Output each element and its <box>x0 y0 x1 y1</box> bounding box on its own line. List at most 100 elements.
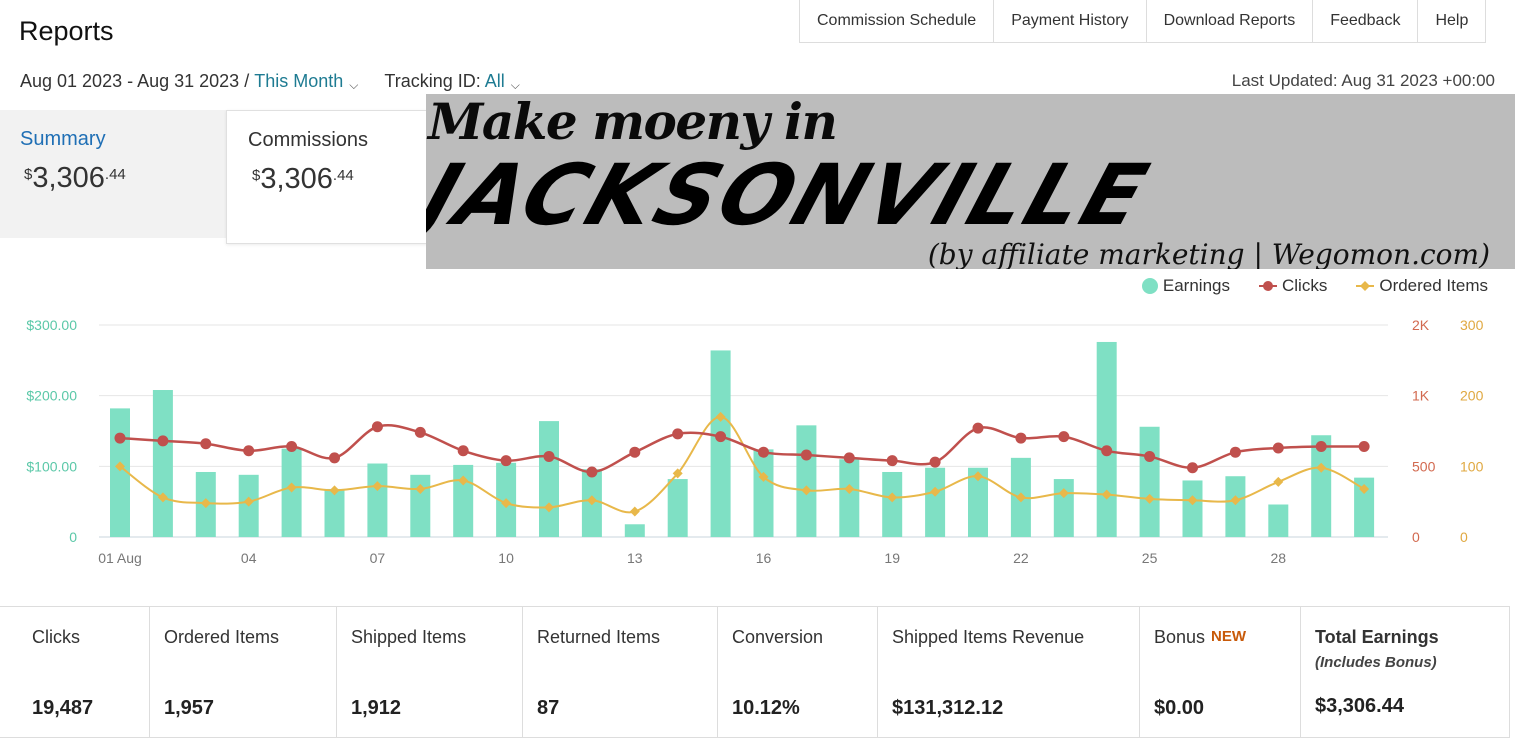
x-tick-label: 04 <box>241 550 257 566</box>
nav-help[interactable]: Help <box>1418 0 1487 42</box>
legend-ordered-items[interactable]: Ordered Items <box>1355 276 1488 296</box>
earnings-bar <box>710 350 731 537</box>
clicks-point <box>586 466 598 478</box>
ordered-items-point <box>1015 492 1026 503</box>
stat-value: $0.00 <box>1154 697 1205 719</box>
clicks-point <box>114 432 126 444</box>
stat-label: Shipped Items Revenue <box>892 627 1085 647</box>
clicks-point <box>500 455 512 467</box>
tracking-id-dropdown[interactable]: Tracking ID: All ⌵ <box>384 71 520 92</box>
ordered-items-point <box>415 483 426 494</box>
y-left-tick-label: $200.00 <box>26 388 77 404</box>
clicks-point <box>1187 462 1198 474</box>
earnings-bar <box>925 467 946 537</box>
clicks-point <box>929 456 941 468</box>
banner-line3: (by affiliate marketing | Wegomon.com) <box>927 238 1490 269</box>
tab-commissions-label: Commissions <box>248 129 369 151</box>
ordered-items-point <box>930 486 941 497</box>
y-clicks-tick-label: 1K <box>1412 388 1430 404</box>
clicks-point <box>1015 432 1027 444</box>
clicks-point <box>715 431 727 443</box>
y-left-tick-label: 0 <box>69 529 77 545</box>
ordered-items-point <box>286 482 297 493</box>
period-dropdown[interactable]: This Month ⌵ <box>254 71 358 92</box>
earnings-bar <box>1225 476 1246 537</box>
clicks-point <box>543 450 555 462</box>
y-ordered-tick-label: 300 <box>1460 317 1484 333</box>
ordered-items-point <box>200 498 211 509</box>
legend-earnings[interactable]: Earnings <box>1141 276 1230 296</box>
chevron-down-icon: ⌵ <box>510 78 520 92</box>
clicks-point <box>286 441 298 453</box>
stat-sub: (Includes Bonus) <box>1315 654 1437 671</box>
filter-row: Aug 01 2023 - Aug 31 2023 / This Month ⌵ … <box>20 71 520 92</box>
amount-whole: 3,306 <box>260 163 333 195</box>
chevron-down-icon: ⌵ <box>349 78 359 92</box>
stat-value: 19,487 <box>32 697 94 719</box>
ordered-items-point <box>157 492 168 503</box>
clicks-point <box>629 446 641 458</box>
ordered-items-point <box>243 496 254 507</box>
nav-feedback[interactable]: Feedback <box>1313 0 1419 42</box>
nav-commission-schedule[interactable]: Commission Schedule <box>800 0 995 42</box>
earnings-bar <box>367 463 388 537</box>
clicks-point <box>1315 441 1327 453</box>
clicks-point <box>243 445 255 457</box>
earnings-bar <box>1311 435 1332 537</box>
clicks-point <box>1358 441 1370 453</box>
tab-summary-label: Summary <box>20 128 106 150</box>
ordered-items-point <box>1058 488 1069 499</box>
y-clicks-tick-label: 0 <box>1412 529 1420 545</box>
stat-clicks: Clicks 19,487 <box>0 607 150 737</box>
ordered-items-point <box>1187 495 1198 506</box>
period-label: This Month <box>254 71 344 91</box>
nav-payment-history[interactable]: Payment History <box>994 0 1147 42</box>
stat-value: 1,957 <box>164 697 215 719</box>
stat-label: Returned Items <box>537 627 661 647</box>
earnings-bar <box>839 459 860 537</box>
ordered-items-point <box>329 485 340 496</box>
stat-value: 1,912 <box>351 697 402 719</box>
x-tick-label: 19 <box>884 550 900 566</box>
x-tick-label: 07 <box>370 550 386 566</box>
stat-returned-items: Returned Items 87 <box>523 607 718 737</box>
earnings-bar <box>667 479 688 537</box>
stat-label: Bonus NEW <box>1154 627 1246 648</box>
clicks-point <box>200 438 212 450</box>
earnings-bar <box>1354 477 1375 537</box>
nav-download-reports[interactable]: Download Reports <box>1147 0 1314 42</box>
earnings-bar <box>110 408 130 537</box>
earnings-bar <box>1053 479 1074 537</box>
line-diamond-icon <box>1356 281 1375 291</box>
stats-bar: Clicks 19,487 Ordered Items 1,957 Shippe… <box>0 606 1510 738</box>
clicks-point <box>843 452 855 464</box>
top-nav: Commission Schedule Payment History Down… <box>799 0 1487 43</box>
clicks-point <box>672 428 684 440</box>
earnings-bar <box>624 524 645 537</box>
clicks-point <box>1058 431 1070 443</box>
circle-icon <box>1141 278 1158 294</box>
tab-summary[interactable]: Summary $3,306.44 <box>0 110 226 238</box>
y-clicks-tick-label: 500 <box>1412 458 1436 474</box>
y-ordered-tick-label: 0 <box>1460 529 1468 545</box>
earnings-bar <box>796 425 817 537</box>
stat-value: 87 <box>537 697 560 719</box>
legend-earnings-label: Earnings <box>1162 276 1230 295</box>
summary-amount: $3,306.44 <box>24 162 126 195</box>
ordered-items-point <box>672 468 683 479</box>
x-tick-label: 25 <box>1142 550 1158 566</box>
earnings-bar <box>539 421 559 537</box>
stat-ordered-items: Ordered Items 1,957 <box>150 607 337 737</box>
ordered-items-point <box>629 506 640 517</box>
x-tick-label: 13 <box>627 550 643 566</box>
clicks-point <box>800 449 812 461</box>
stat-value: $131,312.12 <box>892 697 1004 719</box>
clicks-point <box>414 426 426 438</box>
ordered-items-point <box>1359 483 1370 494</box>
chart-legend: Earnings Clicks Ordered Items <box>1141 276 1488 296</box>
promo-banner: Make moeny in JACKSONVILLE (by affiliate… <box>426 94 1515 269</box>
ordered-items-point <box>458 475 469 486</box>
bonus-label: Bonus <box>1154 627 1206 647</box>
legend-clicks[interactable]: Clicks <box>1258 276 1327 296</box>
commissions-amount: $3,306.44 <box>252 163 354 196</box>
